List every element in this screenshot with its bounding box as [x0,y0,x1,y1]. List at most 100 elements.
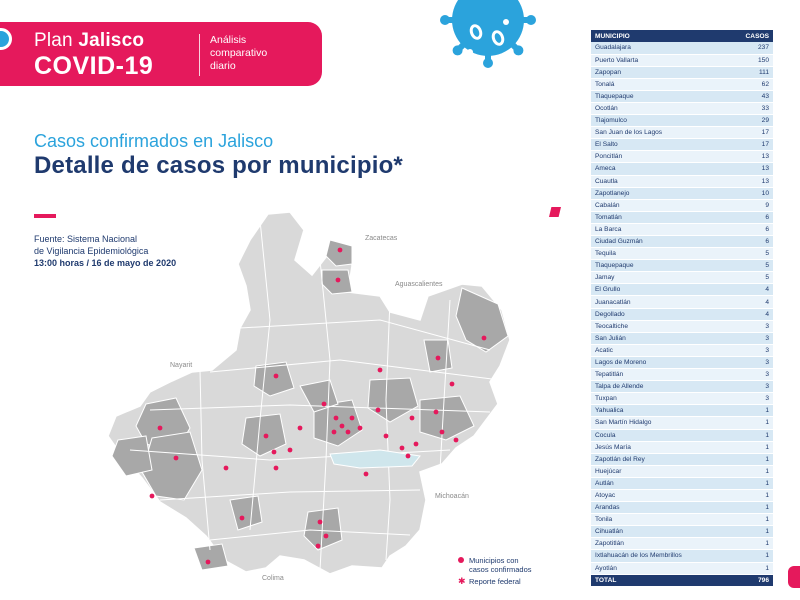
casos-cell: 1 [727,537,773,551]
table-row: Jamay 5 [591,271,773,285]
muni-east1 [419,395,475,441]
casos-cell: 17 [727,138,773,152]
municipio-cell: Ciudad Guzmán [591,235,728,249]
table-row: Zapotlanejo 10 [591,187,773,200]
municipio-cell: Jamay [591,271,728,285]
table-row: Ayotlán 1 [591,562,773,575]
municipio-cell: Tomatlán [591,211,728,224]
table-row: Jesús María 1 [591,441,773,454]
municipio-cell: Tonila [591,513,728,527]
muni-south1 [229,495,263,531]
table-row: Tepatitlán 3 [591,368,773,382]
table-row: Cocula 1 [591,429,773,442]
table-row: Yahualica 1 [591,404,773,418]
table-row: Acatic 3 [591,344,773,357]
table-row: Talpa de Allende 3 [591,380,773,394]
legend-federal: ✱ Reporte federal [458,577,532,587]
jalisco-map: Zacatecas Aguascalientes Nayarit Michoac… [107,211,511,582]
pink-flag-decoration [549,207,561,217]
casos-cell: 1 [727,477,773,490]
casos-cell: 5 [727,259,773,273]
source-line1: Fuente: Sistema Nacional [34,234,138,244]
muni-tomatlan [111,435,153,477]
casos-cell: 17 [727,126,773,140]
legend-confirmed-line2: casos confirmados [469,565,532,574]
casos-cell: 33 [727,102,773,116]
casos-cell: 62 [727,78,773,91]
municipio-cell: Acatic [591,344,728,357]
table-row: Juanacatlán 4 [591,295,773,309]
table-row: La Barca 6 [591,223,773,237]
casos-cell: 4 [727,283,773,297]
pink-divider [34,214,56,218]
banner-notch-decoration [0,28,12,50]
table-row: Guadalajara 237 [591,42,773,55]
plan-prefix: Plan [34,30,73,51]
muni-mid1 [253,361,295,397]
municipio-cell: Ayotlán [591,562,728,575]
municipio-cell: Tlaquepaque [591,259,728,273]
table-row: Zapotitlán 1 [591,537,773,551]
municipio-cell: Tequila [591,247,728,261]
casos-cell: 4 [727,295,773,309]
page-title: Detalle de casos por municipio* [34,152,403,179]
casos-cell: 13 [727,175,773,188]
case-markers [149,247,487,565]
table-row: Tlajomulco 29 [591,114,773,128]
table-row: Tuxpan 3 [591,392,773,406]
legend-dot-icon [458,557,464,563]
municipio-cell: Teocaltiche [591,320,728,333]
casos-cell: 1 [727,441,773,454]
casos-cell: 1 [727,513,773,527]
casos-cell: 9 [727,199,773,212]
municipio-cell: Ameca [591,162,728,176]
casos-cell: 1 [727,465,773,478]
municipio-cell: Lagos de Moreno [591,356,728,370]
col-header-municipio: MUNICIPIO [591,30,728,42]
casos-cell: 1 [727,501,773,515]
municipio-cell: Tlajomulco [591,114,728,128]
legend-confirmed-line1: Municipios con [469,556,519,565]
table-row: San Martín Hidalgo 1 [591,416,773,430]
table-row: Autlán 1 [591,477,773,490]
table-row: Tlaquepaque 5 [591,259,773,273]
municipio-cell: Degollado [591,308,728,321]
casos-cell: 43 [727,90,773,103]
municipio-cell: Cuautla [591,175,728,188]
table-row: Arandas 1 [591,501,773,515]
legend-federal-text: Reporte federal [469,577,521,586]
cases-table: MUNICIPIO CASOS Guadalajara 237 Puerto Val… [591,30,773,587]
casos-cell: 1 [727,549,773,563]
table-row: Cabalán 9 [591,199,773,212]
casos-cell: 3 [727,368,773,382]
muni-guzman [303,507,343,551]
municipio-cell: San Juan de los Lagos [591,126,728,140]
municipio-cell: La Barca [591,223,728,237]
table-row: Tomatlán 6 [591,211,773,224]
table-header-row: MUNICIPIO CASOS [591,30,773,42]
total-label: TOTAL [591,574,728,587]
casos-cell: 5 [727,247,773,261]
source-date: 13:00 horas / 16 de mayo de 2020 [34,258,177,268]
table-row: Cihuatlán 1 [591,525,773,539]
municipio-cell: Tonalá [591,78,728,91]
municipio-cell: Zapotitlán [591,537,728,551]
casos-cell: 10 [727,187,773,200]
table-total-row: TOTAL 796 [591,574,773,587]
casos-cell: 3 [727,392,773,406]
table-row: Tonila 1 [591,513,773,527]
table-row: Zapopan 111 [591,66,773,79]
municipio-cell: Jesús María [591,441,728,454]
casos-cell: 13 [727,162,773,176]
municipio-cell: Zapopan [591,66,728,79]
municipio-cell: San Martín Hidalgo [591,416,728,430]
header-banner: Plan Jalisco COVID-19 Análisis comparati… [0,22,322,86]
label-nayarit: Nayarit [170,362,192,369]
casos-cell: 1 [727,416,773,430]
municipio-cell: Zapotlanejo [591,187,728,200]
casos-cell: 3 [727,380,773,394]
total-value: 796 [727,574,773,587]
casos-cell: 3 [727,356,773,370]
table-row: El Salto 17 [591,138,773,152]
table-row: Teocaltiche 3 [591,320,773,333]
